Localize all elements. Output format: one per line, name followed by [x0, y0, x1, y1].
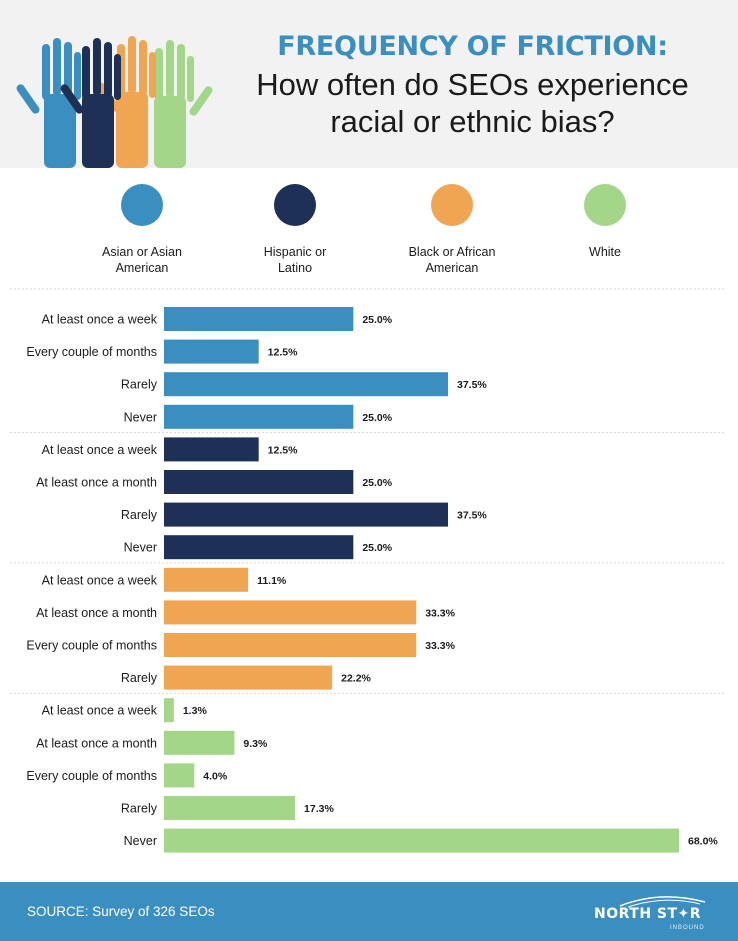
value-label: 37.5% [457, 510, 487, 522]
value-label: 33.3% [425, 607, 455, 619]
bar [164, 470, 354, 494]
value-label: 37.5% [457, 379, 487, 391]
bar [164, 404, 354, 429]
legend-dot [274, 184, 316, 226]
value-label: 9.3% [243, 738, 268, 750]
title-line-3: racial or ethnic bias? [330, 104, 615, 139]
category-label: At least once a week [42, 573, 158, 587]
bar [164, 437, 259, 462]
footer-banner: SOURCE: Survey of 326 SEOs NORTH ST✦R IN… [0, 882, 738, 941]
category-label: Rarely [121, 671, 158, 685]
legend-label: White [589, 245, 621, 259]
category-label: At least once a week [42, 313, 158, 327]
bar [164, 600, 417, 625]
category-label: Every couple of months [26, 345, 157, 359]
bar [164, 339, 259, 364]
value-label: 12.5% [268, 347, 298, 359]
bar [164, 730, 235, 755]
legend-label: Asian or Asian American [102, 245, 182, 275]
source-note: SOURCE: Survey of 326 SEOs [27, 904, 215, 919]
bar [164, 633, 417, 657]
legend-item-black: Black or African American [372, 184, 532, 276]
bar [164, 763, 195, 788]
legend-item-asian: Asian or Asian American [62, 184, 222, 276]
value-label: 33.3% [425, 640, 455, 652]
category-label: At least once a month [36, 736, 157, 750]
legend-dot [121, 184, 163, 226]
logo-arc-icon [619, 896, 706, 908]
legend-label: Black or African American [408, 245, 496, 275]
header-banner: FREQUENCY OF FRICTION: How often do SEOs… [0, 0, 738, 168]
category-label: Rarely [121, 508, 158, 522]
value-label: 17.3% [304, 803, 334, 815]
value-label: 4.0% [203, 770, 228, 782]
value-label: 25.0% [362, 542, 392, 554]
category-label: At least once a month [36, 476, 157, 490]
bar [164, 665, 333, 690]
value-label: 1.3% [183, 705, 208, 717]
value-label: 68.0% [688, 836, 718, 848]
logo-sub: INBOUND [670, 925, 705, 931]
category-label: At least once a week [42, 704, 158, 718]
value-label: 12.5% [268, 444, 298, 456]
bar-chart: At least once a week 25.0% Every couple of… [10, 288, 725, 853]
logo-name: NORTH ST✦R [594, 906, 702, 922]
bar [164, 535, 354, 560]
category-label: Never [124, 834, 157, 848]
bar [164, 372, 449, 397]
legend-label: Hispanic or Latino [263, 245, 327, 275]
title-line-1: FREQUENCY OF FRICTION: [277, 31, 668, 62]
north-star-logo: NORTH ST✦R INBOUND [590, 892, 720, 934]
title-line-2: How often do SEOs experience [256, 67, 689, 102]
category-label: Rarely [121, 378, 158, 392]
category-label: Never [124, 541, 157, 555]
category-label: Rarely [121, 802, 158, 816]
legend-item-white: White [525, 184, 685, 260]
legend-dot [584, 184, 626, 226]
bar [164, 828, 679, 853]
category-label: Every couple of months [26, 639, 157, 653]
bar [164, 502, 449, 527]
bar [164, 567, 249, 592]
legend-dot [431, 184, 473, 226]
legend-item-hispanic: Hispanic or Latino [215, 184, 375, 276]
value-label: 11.1% [257, 575, 287, 587]
value-label: 25.0% [362, 412, 392, 424]
category-label: Never [124, 410, 157, 424]
bar [164, 307, 354, 331]
category-label: At least once a month [36, 606, 157, 620]
bar [164, 796, 296, 820]
bar [164, 698, 174, 723]
chart-legend: Asian or Asian American Hispanic or Lati… [0, 168, 738, 288]
chart-title: FREQUENCY OF FRICTION: How often do SEOs… [220, 28, 725, 140]
value-label: 22.2% [341, 673, 371, 685]
value-label: 25.0% [362, 477, 392, 489]
category-label: Every couple of months [26, 769, 157, 783]
category-label: At least once a week [42, 443, 158, 457]
raised-hands-icon [16, 36, 213, 168]
value-label: 25.0% [362, 314, 392, 326]
